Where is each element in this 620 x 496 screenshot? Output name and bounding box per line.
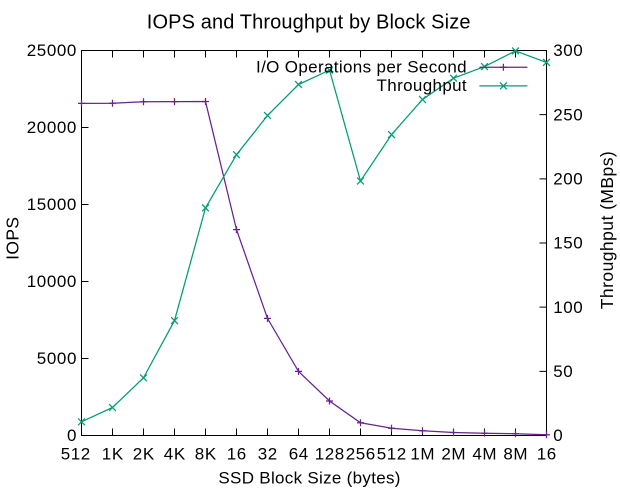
svg-text:15000: 15000	[27, 195, 77, 214]
svg-text:32: 32	[258, 445, 278, 464]
svg-text:256: 256	[346, 445, 376, 464]
svg-text:4M: 4M	[472, 445, 497, 464]
svg-text:0: 0	[67, 426, 77, 445]
svg-text:Throughput (MBps): Throughput (MBps)	[597, 151, 617, 309]
svg-text:0: 0	[553, 426, 563, 445]
svg-text:2K: 2K	[133, 445, 155, 464]
svg-text:250: 250	[553, 105, 583, 124]
svg-text:20000: 20000	[27, 118, 77, 137]
svg-text:1K: 1K	[102, 445, 124, 464]
svg-text:I/O Operations per Second: I/O Operations per Second	[256, 57, 467, 76]
svg-text:IOPS and Throughput by Block S: IOPS and Throughput by Block Size	[147, 12, 471, 34]
svg-text:4K: 4K	[164, 445, 186, 464]
svg-text:5000: 5000	[37, 349, 77, 368]
svg-text:16: 16	[227, 445, 247, 464]
svg-text:Throughput: Throughput	[377, 76, 467, 95]
svg-text:16: 16	[537, 445, 557, 464]
svg-text:IOPS: IOPS	[3, 216, 23, 259]
svg-text:8K: 8K	[195, 445, 217, 464]
svg-text:128: 128	[315, 445, 345, 464]
svg-text:512: 512	[61, 445, 91, 464]
svg-text:1M: 1M	[410, 445, 435, 464]
svg-text:8M: 8M	[503, 445, 528, 464]
svg-text:64: 64	[289, 445, 309, 464]
svg-text:SSD Block Size (bytes): SSD Block Size (bytes)	[218, 469, 400, 488]
svg-text:10000: 10000	[27, 272, 77, 291]
svg-text:200: 200	[553, 170, 583, 189]
svg-text:2M: 2M	[441, 445, 466, 464]
svg-text:50: 50	[553, 362, 573, 381]
svg-text:100: 100	[553, 298, 583, 317]
svg-text:300: 300	[553, 41, 583, 60]
svg-text:150: 150	[553, 234, 583, 253]
svg-text:512: 512	[377, 445, 407, 464]
svg-text:25000: 25000	[27, 41, 77, 60]
